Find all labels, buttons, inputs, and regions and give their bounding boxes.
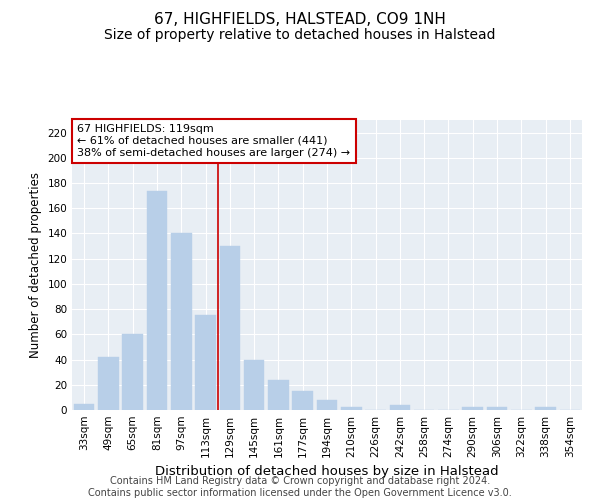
Text: 67 HIGHFIELDS: 119sqm
← 61% of detached houses are smaller (441)
38% of semi-det: 67 HIGHFIELDS: 119sqm ← 61% of detached … xyxy=(77,124,350,158)
Bar xyxy=(292,391,313,410)
Bar xyxy=(220,246,240,410)
Text: Size of property relative to detached houses in Halstead: Size of property relative to detached ho… xyxy=(104,28,496,42)
Bar xyxy=(195,316,216,410)
Bar xyxy=(463,408,483,410)
Bar xyxy=(341,408,362,410)
Bar xyxy=(244,360,265,410)
Bar xyxy=(146,190,167,410)
Text: Contains HM Land Registry data © Crown copyright and database right 2024.
Contai: Contains HM Land Registry data © Crown c… xyxy=(88,476,512,498)
Bar xyxy=(389,405,410,410)
Bar xyxy=(487,408,508,410)
Y-axis label: Number of detached properties: Number of detached properties xyxy=(29,172,42,358)
X-axis label: Distribution of detached houses by size in Halstead: Distribution of detached houses by size … xyxy=(155,466,499,478)
Bar xyxy=(535,408,556,410)
Text: 67, HIGHFIELDS, HALSTEAD, CO9 1NH: 67, HIGHFIELDS, HALSTEAD, CO9 1NH xyxy=(154,12,446,28)
Bar xyxy=(317,400,337,410)
Bar xyxy=(268,380,289,410)
Bar xyxy=(98,357,119,410)
Bar xyxy=(122,334,143,410)
Bar xyxy=(171,234,191,410)
Bar xyxy=(74,404,94,410)
